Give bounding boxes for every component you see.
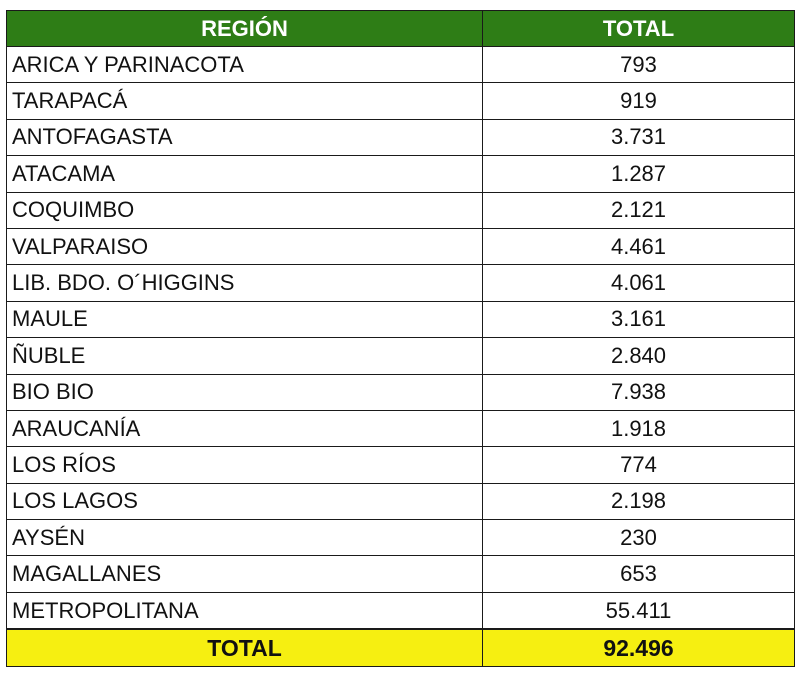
table-row: VALPARAISO 4.461 <box>6 227 795 266</box>
total-cell: 2.121 <box>482 191 795 229</box>
region-cell: BIO BIO <box>6 373 483 411</box>
grand-total-value: 92.496 <box>482 628 795 668</box>
table-row: ÑUBLE 2.840 <box>6 337 795 375</box>
total-cell: 4.061 <box>482 264 795 302</box>
region-cell: VALPARAISO <box>6 227 483 266</box>
region-cell: LOS LAGOS <box>6 482 483 521</box>
region-cell: ÑUBLE <box>6 337 483 375</box>
region-cell: ARAUCANÍA <box>6 409 483 448</box>
table-row: LIB. BDO. O´HIGGINS 4.061 <box>6 264 795 302</box>
region-cell: ARICA Y PARINACOTA <box>6 45 483 84</box>
table-row: BIO BIO 7.938 <box>6 373 795 411</box>
table-row: TARAPACÁ 919 <box>6 82 795 120</box>
total-cell: 4.461 <box>482 227 795 266</box>
region-cell: LOS RÍOS <box>6 446 483 484</box>
table-row: LOS RÍOS 774 <box>6 446 795 484</box>
total-cell: 653 <box>482 555 795 593</box>
table-row: LOS LAGOS 2.198 <box>6 482 795 521</box>
region-cell: COQUIMBO <box>6 191 483 229</box>
grand-total-row: TOTAL 92.496 <box>6 628 795 668</box>
table-row: MAULE 3.161 <box>6 300 795 339</box>
region-cell: METROPOLITANA <box>6 591 483 630</box>
grand-total-label: TOTAL <box>6 628 483 668</box>
total-cell: 1.287 <box>482 155 795 193</box>
total-cell: 1.918 <box>482 409 795 448</box>
region-cell: LIB. BDO. O´HIGGINS <box>6 264 483 302</box>
total-cell: 3.161 <box>482 300 795 339</box>
table-row: COQUIMBO 2.121 <box>6 191 795 229</box>
total-cell: 2.198 <box>482 482 795 521</box>
table-row: ANTOFAGASTA 3.731 <box>6 118 795 157</box>
column-header-region: REGIÓN <box>6 10 483 47</box>
region-totals-table: REGIÓN TOTAL ARICA Y PARINACOTA 793 TARA… <box>6 10 795 668</box>
table-row: AYSÉN 230 <box>6 519 795 557</box>
table-row: MAGALLANES 653 <box>6 555 795 593</box>
region-cell: ATACAMA <box>6 155 483 193</box>
region-cell: ANTOFAGASTA <box>6 118 483 157</box>
region-totals-table-container: REGIÓN TOTAL ARICA Y PARINACOTA 793 TARA… <box>6 10 795 668</box>
region-cell: MAGALLANES <box>6 555 483 593</box>
total-cell: 919 <box>482 82 795 120</box>
table-header-row: REGIÓN TOTAL <box>6 10 795 47</box>
region-cell: AYSÉN <box>6 519 483 557</box>
table-row: METROPOLITANA 55.411 <box>6 591 795 630</box>
table-row: ARAUCANÍA 1.918 <box>6 409 795 448</box>
region-cell: MAULE <box>6 300 483 339</box>
total-cell: 2.840 <box>482 337 795 375</box>
table-row: ATACAMA 1.287 <box>6 155 795 193</box>
total-cell: 793 <box>482 45 795 84</box>
total-cell: 55.411 <box>482 591 795 630</box>
total-cell: 3.731 <box>482 118 795 157</box>
total-cell: 7.938 <box>482 373 795 411</box>
column-header-total: TOTAL <box>482 10 795 47</box>
total-cell: 230 <box>482 519 795 557</box>
table-body: ARICA Y PARINACOTA 793 TARAPACÁ 919 ANTO… <box>6 45 795 668</box>
table-row: ARICA Y PARINACOTA 793 <box>6 45 795 84</box>
region-cell: TARAPACÁ <box>6 82 483 120</box>
total-cell: 774 <box>482 446 795 484</box>
